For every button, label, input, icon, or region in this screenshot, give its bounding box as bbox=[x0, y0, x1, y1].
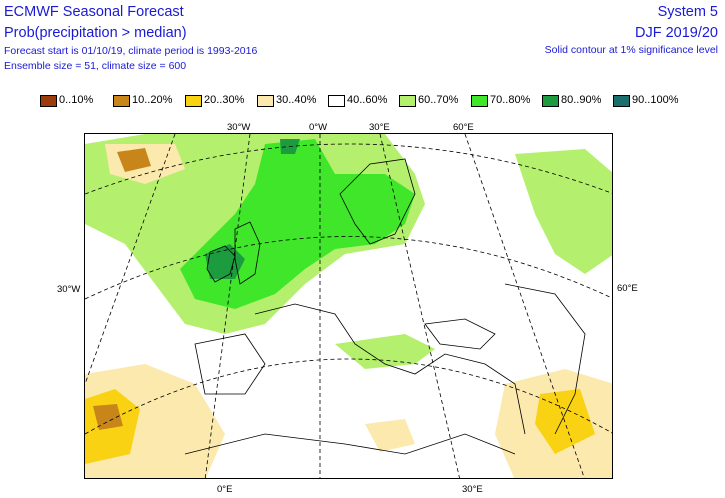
legend-label: 20..30% bbox=[204, 94, 245, 106]
legend-swatch bbox=[399, 95, 416, 107]
light-green-region bbox=[515, 149, 612, 274]
lon-label-top: 30°E bbox=[369, 122, 390, 133]
legend-label: 90..100% bbox=[632, 94, 679, 106]
legend-swatch bbox=[40, 95, 57, 107]
coastline bbox=[424, 318, 496, 350]
product-title: Prob(precipitation > median) bbox=[4, 25, 187, 41]
coastline bbox=[234, 221, 261, 285]
legend-swatch bbox=[185, 95, 202, 107]
coastline bbox=[184, 433, 516, 455]
legend-swatch bbox=[113, 95, 130, 107]
legend-swatch bbox=[542, 95, 559, 107]
lon-label-top: 0°W bbox=[309, 122, 328, 133]
legend-label: 70..80% bbox=[490, 94, 531, 106]
coastline bbox=[254, 303, 526, 435]
system-label: System 5 bbox=[657, 4, 718, 20]
graticule-line bbox=[379, 134, 460, 478]
legend-label: 0..10% bbox=[59, 94, 94, 106]
graticule bbox=[85, 134, 612, 478]
forecast-start-text: Forecast start is 01/10/19, climate peri… bbox=[4, 45, 258, 57]
graticule-line bbox=[464, 134, 585, 478]
probability-map bbox=[85, 134, 612, 478]
legend-label: 10..20% bbox=[132, 94, 173, 106]
graticule-line bbox=[204, 134, 251, 478]
lon-label-right: 60°E bbox=[617, 283, 638, 294]
lon-label-top: 60°E bbox=[453, 122, 474, 133]
legend-swatch bbox=[257, 95, 274, 107]
pale-yellow-region bbox=[365, 419, 415, 452]
map-panel bbox=[84, 133, 613, 479]
legend-swatch bbox=[613, 95, 630, 107]
coastline bbox=[504, 283, 586, 435]
season-label: DJF 2019/20 bbox=[634, 25, 718, 41]
graticule-line bbox=[85, 236, 612, 300]
lon-label-left: 30°W bbox=[57, 284, 81, 295]
legend-label: 60..70% bbox=[418, 94, 459, 106]
legend-swatch bbox=[471, 95, 488, 107]
legend-label: 40..60% bbox=[347, 94, 388, 106]
coastlines bbox=[184, 158, 586, 455]
probability-shading bbox=[85, 134, 612, 478]
legend-label: 30..40% bbox=[276, 94, 317, 106]
lon-label-bottom: 0°E bbox=[217, 484, 233, 495]
significance-note: Solid contour at 1% significance level bbox=[544, 44, 718, 56]
lon-label-bottom: 30°E bbox=[462, 484, 483, 495]
coastline bbox=[206, 245, 236, 283]
ensemble-size-text: Ensemble size = 51, climate size = 600 bbox=[4, 60, 187, 72]
lon-label-top: 30°W bbox=[227, 122, 251, 133]
coastline bbox=[194, 333, 266, 395]
graticule-line bbox=[85, 134, 176, 385]
graticule-line bbox=[85, 143, 612, 195]
coastline bbox=[339, 158, 416, 245]
orange-region bbox=[117, 148, 151, 172]
legend-label: 80..90% bbox=[561, 94, 602, 106]
orange-region bbox=[93, 404, 123, 430]
chart-title: ECMWF Seasonal Forecast bbox=[4, 4, 184, 20]
legend-swatch bbox=[328, 95, 345, 107]
light-green-region bbox=[335, 334, 435, 369]
